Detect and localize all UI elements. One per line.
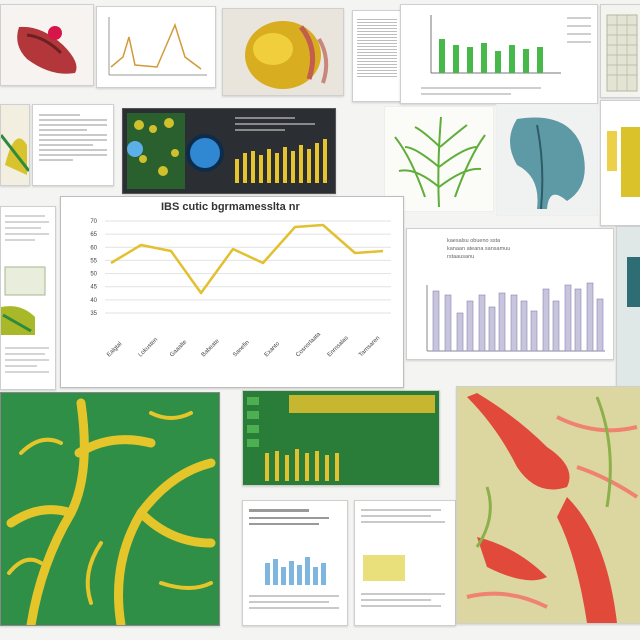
panel-bottom-doc	[242, 500, 348, 626]
panel-bottom-doc-2	[354, 500, 456, 626]
x-tick-label: Babeate	[201, 338, 222, 359]
small-line-chart	[108, 17, 207, 76]
x-tick-label: Ealgtal	[106, 341, 123, 358]
panel-green-fern	[384, 106, 494, 212]
y-tick-label: 55	[90, 258, 97, 264]
hatched-grid	[606, 14, 638, 92]
side-title-line-2: kanaan ateana sansamuu	[447, 246, 511, 252]
side-title-line-1: kaesalsu obueno ssta	[447, 238, 501, 244]
panel-dashboard	[122, 108, 336, 194]
panel-yellow-plant-photo	[222, 8, 344, 96]
bottom-doc-figure	[361, 509, 445, 607]
panel-right-edge-doc	[600, 100, 640, 226]
panel-yellow-vein-image	[0, 392, 220, 626]
yellow-plant-photo	[245, 21, 329, 89]
x-tick-label: Cosnsrlaata	[295, 331, 322, 358]
green-heatmap-chart	[243, 391, 439, 485]
x-tick-label: Lokusten	[138, 337, 159, 358]
side-title-line-3: rstaausanu	[447, 254, 475, 260]
side-chart-title: kaesalsu obueno ssta kanaan ateana sansa…	[447, 237, 510, 261]
yellow-specimen	[1, 134, 29, 175]
x-tick-label: Gaaalte	[169, 339, 189, 359]
panel-green-bar-chart	[400, 4, 598, 104]
panel-green-heatmap	[242, 390, 440, 486]
green-fern-illustration	[394, 116, 486, 208]
panel-yellow-specimen	[0, 104, 30, 186]
panel-anatomy-illustration	[456, 386, 640, 624]
lavender-bar-chart	[426, 282, 605, 352]
left-doc-figure	[1, 215, 49, 373]
bottom-doc-bar-chart	[249, 509, 339, 609]
panel-main-line-chart: IBS cutic bgrmamesslta nr 70 65 60 55 50 45 40…	[60, 196, 404, 388]
right-doc-figure	[607, 127, 640, 197]
document-text	[33, 105, 113, 170]
x-tick-label: Exanto	[264, 340, 282, 358]
x-tick-label: Tarnsaren	[358, 335, 381, 358]
dashboard-chart	[127, 113, 327, 189]
panel-left-doc	[0, 206, 56, 390]
x-tick-label: Sanefin	[232, 340, 251, 359]
y-tick-label: 40	[90, 298, 97, 304]
green-bar-chart	[421, 15, 591, 95]
panel-right-edge-photo	[616, 226, 640, 388]
y-tick-label: 45	[90, 285, 97, 291]
main-chart-title: IBS cutic bgrmamesslta nr	[161, 201, 300, 213]
text-block	[353, 11, 401, 85]
red-organ-illustration	[17, 26, 77, 74]
y-tick-label: 65	[90, 232, 97, 238]
panel-leaf-scan	[496, 104, 598, 216]
yellow-vein-network	[1, 393, 219, 625]
y-tick-label: 35	[90, 311, 97, 317]
main-series-line	[110, 223, 384, 295]
y-tick-label: 50	[90, 272, 97, 278]
y-tick-label: 60	[90, 245, 97, 251]
panel-text-table	[352, 10, 402, 102]
teal-photo	[627, 257, 640, 307]
panel-text-document	[32, 104, 114, 186]
panel-side-bar-chart: kaesalsu obueno ssta kanaan ateana sansa…	[406, 228, 614, 360]
main-line-chart: 70 65 60 55 50 45 40 35 Ealgtal Lokusten Gaaalte B…	[90, 219, 391, 359]
panel-right-edge-grid	[600, 4, 640, 98]
y-tick-label: 70	[90, 219, 97, 225]
red-anatomy-illustration	[457, 387, 640, 623]
panel-line-chart-small	[96, 6, 216, 88]
panel-red-organ-illustration	[0, 4, 94, 86]
x-tick-label: Enrnsalas	[327, 335, 350, 358]
blue-leaf-scan	[510, 117, 585, 210]
